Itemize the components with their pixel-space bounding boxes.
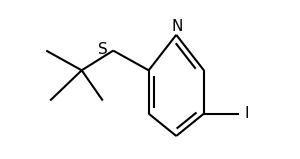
Text: S: S <box>98 42 108 57</box>
Text: N: N <box>172 19 183 35</box>
Text: I: I <box>245 106 249 121</box>
